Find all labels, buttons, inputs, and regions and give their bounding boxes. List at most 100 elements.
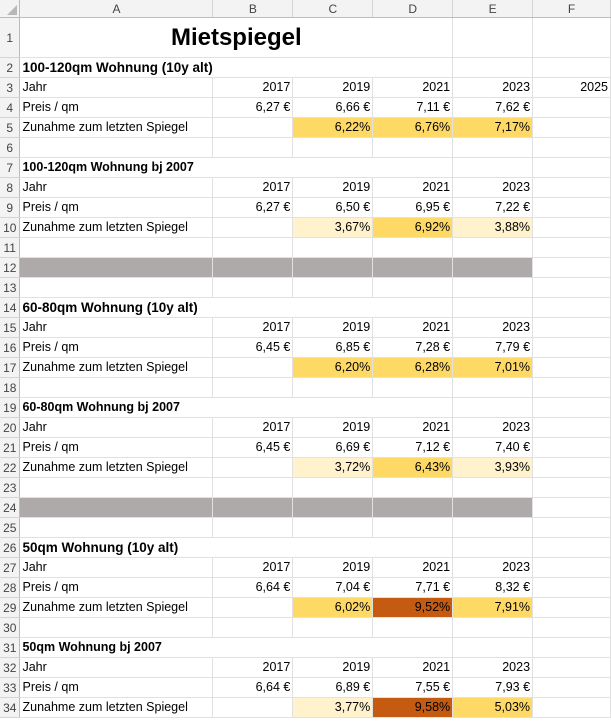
- empty-cell[interactable]: [532, 137, 611, 158]
- row-header[interactable]: 18: [0, 377, 21, 398]
- separator-cell[interactable]: [212, 257, 294, 278]
- column-header-d[interactable]: D: [372, 0, 454, 18]
- section-heading[interactable]: 60-80qm Wohnung (10y alt): [19, 297, 454, 318]
- empty-cell[interactable]: [292, 617, 374, 638]
- empty-cell[interactable]: [19, 477, 214, 498]
- value-cell[interactable]: [532, 177, 611, 198]
- empty-cell[interactable]: [452, 637, 534, 658]
- value-cell[interactable]: 6,85 €: [292, 337, 374, 358]
- row-header[interactable]: 20: [0, 417, 21, 438]
- value-cell[interactable]: 3,77%: [292, 697, 374, 718]
- separator-cell[interactable]: [19, 257, 214, 278]
- row-header[interactable]: 5: [0, 117, 21, 138]
- empty-cell[interactable]: [532, 497, 611, 518]
- empty-cell[interactable]: [19, 137, 214, 158]
- row-header[interactable]: 4: [0, 97, 21, 118]
- empty-cell[interactable]: [532, 537, 611, 558]
- row-label-cell[interactable]: Zunahme zum letzten Spiegel: [19, 117, 214, 138]
- row-label-cell[interactable]: Jahr: [19, 317, 214, 338]
- empty-cell[interactable]: [212, 237, 294, 258]
- empty-cell[interactable]: [532, 157, 611, 178]
- value-cell[interactable]: 2021: [372, 317, 454, 338]
- empty-cell[interactable]: [532, 397, 611, 418]
- value-cell[interactable]: [532, 97, 611, 118]
- value-cell[interactable]: 6,45 €: [212, 337, 294, 358]
- empty-cell[interactable]: [292, 377, 374, 398]
- value-cell[interactable]: 7,79 €: [452, 337, 534, 358]
- value-cell[interactable]: 3,72%: [292, 457, 374, 478]
- row-header[interactable]: 3: [0, 77, 21, 98]
- row-label-cell[interactable]: Preis / qm: [19, 197, 214, 218]
- row-header[interactable]: 1: [0, 17, 21, 58]
- row-header[interactable]: 27: [0, 557, 21, 578]
- value-cell[interactable]: 2017: [212, 77, 294, 98]
- value-cell[interactable]: 7,17%: [452, 117, 534, 138]
- value-cell[interactable]: 3,93%: [452, 457, 534, 478]
- empty-cell[interactable]: [452, 237, 534, 258]
- empty-cell[interactable]: [532, 517, 611, 538]
- value-cell[interactable]: 6,64 €: [212, 577, 294, 598]
- value-cell[interactable]: 6,43%: [372, 457, 454, 478]
- value-cell[interactable]: 7,62 €: [452, 97, 534, 118]
- empty-cell[interactable]: [532, 377, 611, 398]
- value-cell[interactable]: 6,20%: [292, 357, 374, 378]
- value-cell[interactable]: 2021: [372, 77, 454, 98]
- value-cell[interactable]: 2023: [452, 657, 534, 678]
- value-cell[interactable]: 6,28%: [372, 357, 454, 378]
- section-heading[interactable]: 100-120qm Wohnung bj 2007: [19, 157, 454, 178]
- empty-cell[interactable]: [372, 237, 454, 258]
- value-cell[interactable]: [212, 117, 294, 138]
- value-cell[interactable]: 6,45 €: [212, 437, 294, 458]
- value-cell[interactable]: 5,03%: [452, 697, 534, 718]
- empty-cell[interactable]: [452, 617, 534, 638]
- row-label-cell[interactable]: Preis / qm: [19, 97, 214, 118]
- empty-cell[interactable]: [452, 397, 534, 418]
- empty-cell[interactable]: [452, 477, 534, 498]
- value-cell[interactable]: 6,69 €: [292, 437, 374, 458]
- empty-cell[interactable]: [19, 617, 214, 638]
- separator-cell[interactable]: [372, 497, 454, 518]
- empty-cell[interactable]: [212, 377, 294, 398]
- column-header-f[interactable]: F: [532, 0, 611, 18]
- value-cell[interactable]: 2021: [372, 657, 454, 678]
- value-cell[interactable]: 7,40 €: [452, 437, 534, 458]
- row-header[interactable]: 10: [0, 217, 21, 238]
- row-header[interactable]: 9: [0, 197, 21, 218]
- row-label-cell[interactable]: Jahr: [19, 557, 214, 578]
- row-header[interactable]: 15: [0, 317, 21, 338]
- value-cell[interactable]: [212, 697, 294, 718]
- row-header[interactable]: 25: [0, 517, 21, 538]
- value-cell[interactable]: [532, 597, 611, 618]
- value-cell[interactable]: 6,76%: [372, 117, 454, 138]
- row-label-cell[interactable]: Zunahme zum letzten Spiegel: [19, 357, 214, 378]
- empty-cell[interactable]: [212, 517, 294, 538]
- value-cell[interactable]: 7,01%: [452, 357, 534, 378]
- value-cell[interactable]: 9,52%: [372, 597, 454, 618]
- separator-cell[interactable]: [452, 257, 534, 278]
- value-cell[interactable]: [212, 357, 294, 378]
- separator-cell[interactable]: [212, 497, 294, 518]
- value-cell[interactable]: 2019: [292, 657, 374, 678]
- value-cell[interactable]: 7,12 €: [372, 437, 454, 458]
- row-header[interactable]: 28: [0, 577, 21, 598]
- empty-cell[interactable]: [292, 477, 374, 498]
- value-cell[interactable]: [532, 457, 611, 478]
- empty-cell[interactable]: [532, 637, 611, 658]
- value-cell[interactable]: [532, 357, 611, 378]
- empty-cell[interactable]: [19, 277, 214, 298]
- value-cell[interactable]: 2019: [292, 77, 374, 98]
- column-header-c[interactable]: C: [292, 0, 374, 18]
- empty-cell[interactable]: [452, 57, 534, 78]
- value-cell[interactable]: [532, 217, 611, 238]
- empty-cell[interactable]: [452, 517, 534, 538]
- section-heading[interactable]: 50qm Wohnung (10y alt): [19, 537, 454, 558]
- column-header-a[interactable]: A: [19, 0, 214, 18]
- row-label-cell[interactable]: Preis / qm: [19, 437, 214, 458]
- empty-cell[interactable]: [452, 377, 534, 398]
- value-cell[interactable]: 2017: [212, 557, 294, 578]
- value-cell[interactable]: 2019: [292, 177, 374, 198]
- value-cell[interactable]: 2023: [452, 77, 534, 98]
- empty-cell[interactable]: [532, 297, 611, 318]
- value-cell[interactable]: 6,27 €: [212, 197, 294, 218]
- row-header[interactable]: 32: [0, 657, 21, 678]
